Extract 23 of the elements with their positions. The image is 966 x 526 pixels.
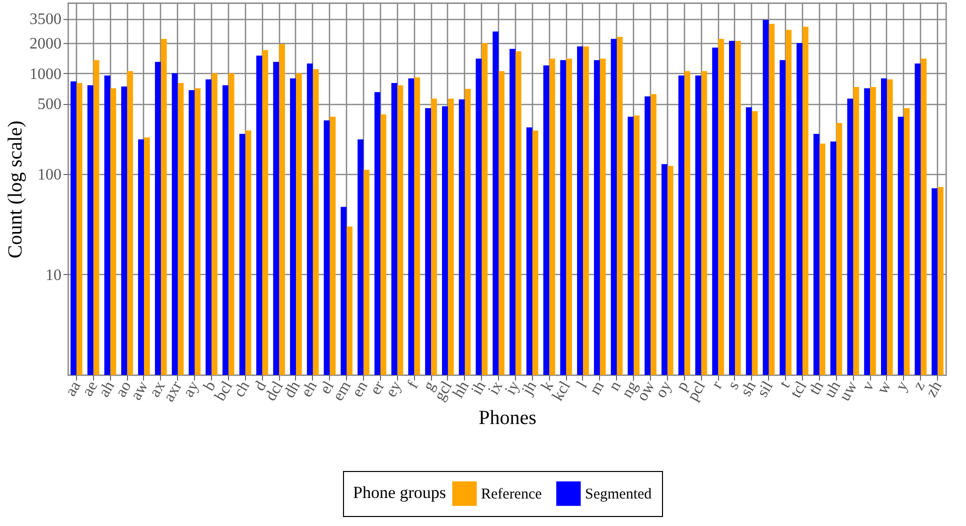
x-tick-label: r [708, 378, 726, 392]
legend-label: Reference [481, 486, 542, 503]
x-tick-label: oy [652, 378, 676, 401]
y-tick-label: 10 [46, 266, 62, 284]
x-tick-label: th [806, 378, 828, 398]
x-tick-label: f [404, 378, 422, 392]
x-tick-label: t [776, 378, 794, 391]
x-axis-title: Phones [478, 407, 537, 430]
x-tick-label: ay [180, 378, 202, 400]
y-tick-label: 500 [38, 96, 62, 114]
y-tick-label: 3500 [30, 11, 62, 28]
x-tick-label: n [606, 378, 625, 394]
y-tick-label: 1000 [30, 66, 62, 83]
legend-label: Segmented [585, 486, 652, 503]
x-tick-label: b [200, 378, 220, 394]
x-tick-label: g [420, 378, 439, 394]
x-tick-label: k [538, 378, 558, 394]
x-tick-label: p [673, 378, 692, 394]
legend-title: Phone groups [353, 483, 446, 502]
y-tick-label: 2000 [30, 36, 62, 53]
y-axis-title: Count (log scale) [4, 120, 26, 258]
x-tick-label: y [892, 378, 912, 394]
y-tick-label: 100 [38, 166, 62, 184]
